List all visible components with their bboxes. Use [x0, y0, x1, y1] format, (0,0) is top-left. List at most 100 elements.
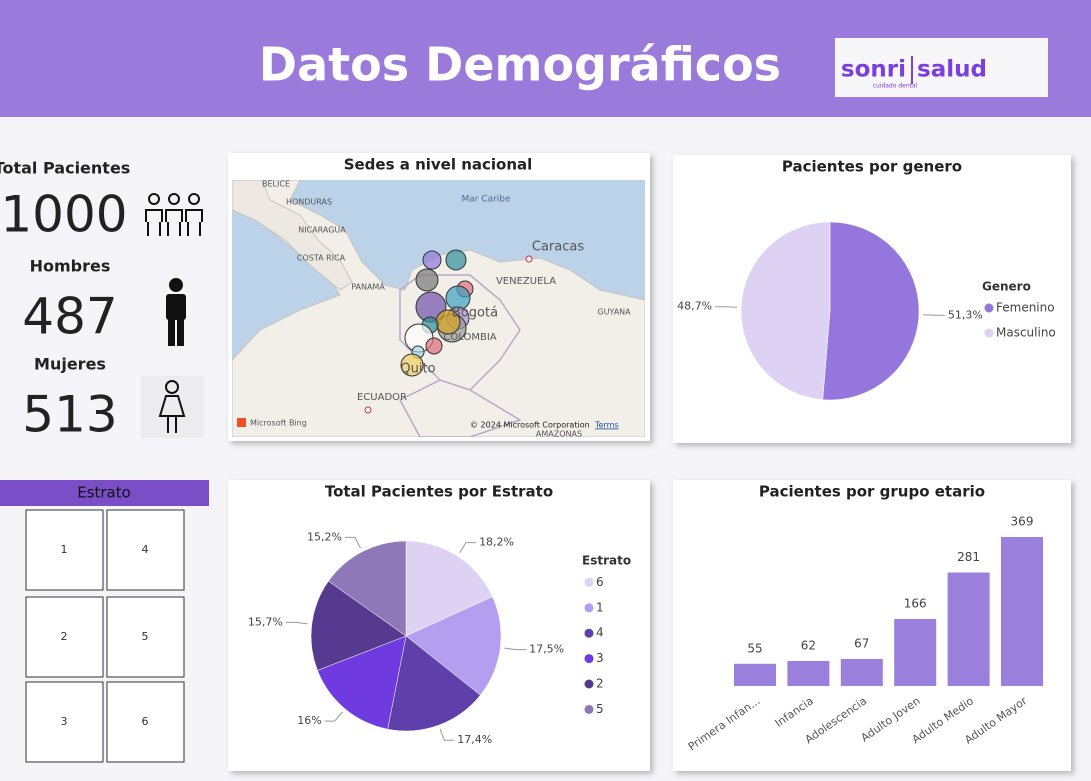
legend-title: Estrato [582, 554, 631, 568]
legend-title: Genero [982, 280, 1031, 294]
map-label: COLOMBIA [443, 332, 496, 343]
map-label: BELICE [262, 180, 290, 189]
map-label: PANAMÁ [351, 281, 385, 292]
slicer-item-label: 4 [142, 543, 149, 556]
legend-label: 1 [596, 600, 604, 614]
people-icon [145, 193, 203, 236]
slicer-title: Estrato [77, 484, 131, 502]
legend-swatch [984, 303, 994, 313]
bar [734, 663, 776, 686]
map-label: Mar Caribe [461, 195, 511, 205]
pie-slice [328, 540, 407, 637]
slicer-item[interactable] [106, 509, 185, 591]
slicer-header [0, 480, 209, 506]
slicer-item[interactable] [25, 681, 104, 763]
logo-text: salud [917, 57, 987, 83]
data-label: 17,4% [457, 733, 492, 746]
bar [840, 658, 883, 686]
map-label: Bogotá [452, 306, 498, 321]
map-label: VENEZUELA [496, 276, 556, 287]
slicer-item-label: 1 [61, 543, 68, 556]
logo-text: sonri [841, 57, 906, 83]
chart-title: Total Pacientes por Estrato [325, 483, 553, 501]
icon-backdrop [141, 376, 204, 438]
slicer-item-label: 5 [142, 630, 149, 643]
legend-swatch [584, 577, 594, 587]
data-label: 369 [1011, 515, 1034, 529]
slicer-item-label: 2 [61, 630, 68, 643]
legend-label: 2 [596, 677, 604, 691]
pie-slice [310, 580, 407, 671]
pie-slice [317, 635, 407, 730]
legend-label: 4 [596, 626, 604, 640]
map-label: Quito [400, 362, 435, 377]
legend-label: 5 [596, 702, 604, 716]
data-label: 62 [801, 638, 816, 652]
legend-swatch [584, 679, 594, 689]
map-label: GUYANA [597, 308, 631, 317]
slicer-item-label: 6 [142, 715, 149, 728]
logo-box [835, 38, 1048, 97]
data-label: 51,3% [948, 308, 983, 321]
pie-slice [387, 635, 481, 732]
legend-label: 6 [596, 575, 604, 589]
map [232, 180, 645, 437]
data-label: 166 [904, 596, 927, 610]
map-terms[interactable]: Terms [594, 421, 619, 430]
legend-label: Femenino [996, 301, 1055, 315]
kpi-value: 513 [22, 386, 117, 444]
slicer-item[interactable] [25, 509, 104, 591]
legend-label: 3 [596, 651, 604, 665]
slicer-item[interactable] [106, 681, 185, 763]
data-label: 16% [297, 714, 321, 727]
chart-title: Pacientes por genero [782, 158, 962, 176]
slicer-item[interactable] [25, 596, 104, 678]
map-label: AMAZONAS [536, 430, 582, 439]
pie-slice [405, 596, 502, 696]
slicer-item-label: 3 [61, 715, 68, 728]
legend-swatch [584, 654, 594, 664]
kpi-label: Mujeres [34, 355, 106, 374]
slicer: 1 4 2 5 3 6 [25, 509, 185, 763]
map-label: Caracas [532, 240, 584, 255]
leader-line [439, 728, 455, 741]
kpi-value: 1000 [0, 186, 127, 244]
kpi-label: Hombres [30, 257, 111, 276]
bar [1001, 537, 1043, 686]
map-labels: BELICE HONDURAS Mar Caribe NICARAGUA COSTA R… [262, 180, 631, 439]
page-title: Datos Demográficos [259, 38, 781, 92]
man-icon [166, 278, 186, 346]
slicer-item[interactable] [106, 596, 185, 678]
land [232, 180, 353, 291]
map-title: Sedes a nivel nacional [344, 156, 533, 174]
bar [894, 618, 937, 686]
map-label: ECUADOR [357, 392, 407, 403]
data-label: 15,2% [307, 530, 342, 543]
legend-swatch [584, 603, 594, 613]
map-label: NICARAGUA [298, 226, 346, 235]
leader-line [324, 711, 343, 722]
leader-line [285, 621, 308, 625]
bubbles [364, 249, 533, 414]
leader-line [344, 536, 361, 549]
data-label: 15,7% [248, 615, 283, 628]
legend-label: Masculino [996, 326, 1056, 340]
data-label: 17,5% [529, 643, 564, 656]
pie-slice [822, 221, 920, 401]
bar [947, 572, 990, 686]
map-brand: Microsoft Bing [250, 419, 307, 428]
pie-slice [740, 221, 831, 400]
legend-swatch [584, 704, 594, 714]
data-label: 18,2% [479, 536, 514, 549]
data-label: 281 [957, 550, 980, 564]
bar [787, 660, 830, 686]
pie-slice [405, 540, 493, 637]
chart-title: Pacientes por grupo etario [759, 483, 985, 501]
bing-logo [237, 418, 246, 427]
data-label: 55 [747, 641, 762, 655]
logo-subtitle: cuidado dental [873, 83, 918, 90]
data-label: 67 [854, 636, 869, 650]
data-label: 48,7% [677, 300, 712, 313]
map-copyright: © 2024 Microsoft Corporation [470, 421, 590, 430]
